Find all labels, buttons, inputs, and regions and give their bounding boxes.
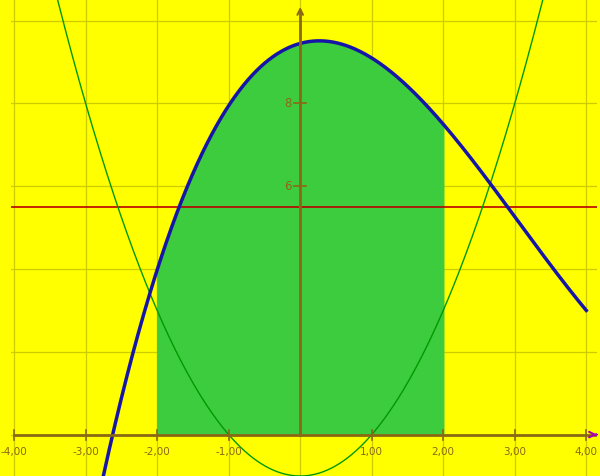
- Text: 6: 6: [284, 180, 292, 193]
- Text: -2,00: -2,00: [144, 447, 170, 457]
- Text: -4,00: -4,00: [1, 447, 28, 457]
- Text: -3,00: -3,00: [72, 447, 99, 457]
- Text: 8: 8: [284, 97, 292, 110]
- Text: 3,00: 3,00: [503, 447, 526, 457]
- Text: 2,00: 2,00: [432, 447, 455, 457]
- Text: -1,00: -1,00: [215, 447, 242, 457]
- Text: 1,00: 1,00: [360, 447, 383, 457]
- Text: 4,00: 4,00: [575, 447, 598, 457]
